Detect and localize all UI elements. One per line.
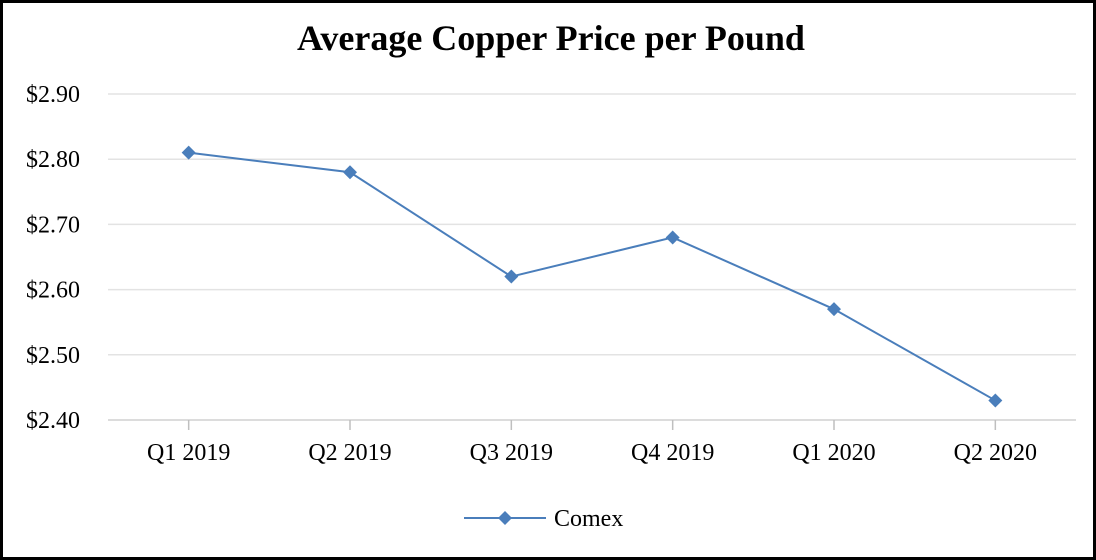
y-tick-label: $2.60 <box>26 278 80 304</box>
legend-marker <box>498 511 512 525</box>
x-tick-label: Q4 2019 <box>631 440 714 466</box>
series-comex <box>181 145 1003 408</box>
data-point-marker <box>343 165 357 180</box>
data-point-marker <box>181 145 196 160</box>
x-tick-label: Q2 2020 <box>954 440 1037 466</box>
legend: Comex <box>464 506 623 532</box>
x-tick-label: Q3 2019 <box>470 440 553 466</box>
data-point-marker <box>665 230 680 245</box>
x-axis: Q1 2019 Q2 2019 Q3 2019 Q4 2019 Q1 2020 Q2 20… <box>147 420 1037 466</box>
legend-label: Comex <box>554 506 623 532</box>
gridlines <box>108 93 1076 421</box>
series-line <box>188 151 996 402</box>
y-tick-label: $2.50 <box>26 343 80 369</box>
x-tick-label: Q1 2019 <box>147 440 230 466</box>
y-tick-label: $2.80 <box>26 147 80 173</box>
x-tick-label: Q2 2019 <box>308 440 391 466</box>
chart-title: Average Copper Price per Pound <box>297 18 805 58</box>
y-tick-label: $2.70 <box>26 212 80 238</box>
y-tick-label: $2.40 <box>26 408 80 434</box>
data-point-marker <box>504 269 519 284</box>
y-axis: $2.40 $2.50 $2.60 $2.70 $2.80 $2.90 <box>26 82 80 434</box>
data-point-marker <box>988 393 1003 408</box>
data-point-marker <box>827 302 841 317</box>
y-tick-label: $2.90 <box>26 82 80 108</box>
x-tick-label: Q1 2020 <box>792 440 875 466</box>
